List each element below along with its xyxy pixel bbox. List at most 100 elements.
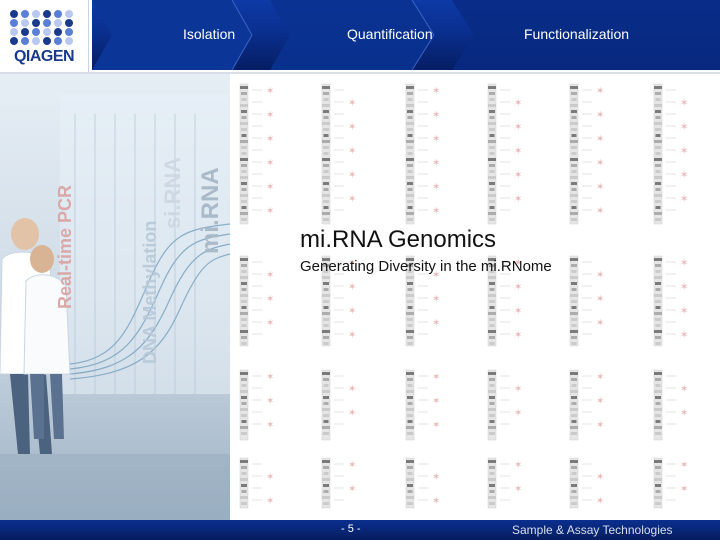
chromosome-cluster: ✶✶ [653, 369, 688, 441]
chromosome-cluster: ✶ ✶ ✶ ✶ ✶ ✶ [569, 83, 604, 225]
overlay-word-dna-methylation: DNA Methylation [140, 220, 160, 364]
lab-photo-illustration [0, 94, 235, 520]
pink-star-mark: ✶ [514, 258, 522, 269]
chromosome-cluster: ✶ ✶ ✶ ✶ ✶ ✶ [405, 83, 440, 225]
pink-star-mark: ✶ [514, 408, 522, 419]
pink-star-mark: ✶ [432, 158, 440, 169]
process-band [92, 0, 720, 70]
logo-dot [65, 28, 73, 36]
chromosome-cluster: ✶ ✶ ✶ [405, 255, 440, 347]
pink-star-mark: ✶ [348, 98, 356, 109]
pink-star-mark: ✶ [348, 258, 356, 269]
pink-star-mark: ✶ [514, 460, 522, 471]
step-isolation: Isolation [183, 26, 236, 42]
band-arrows [92, 0, 720, 70]
page-number: - 5 - [341, 523, 361, 535]
logo-dot [43, 19, 51, 27]
pink-star-mark: ✶ [596, 182, 604, 193]
chromosome-cluster: ✶✶ [487, 369, 522, 441]
pink-star-mark: ✶ [680, 408, 688, 419]
pink-star-mark: ✶ [266, 294, 274, 305]
chromosome-cluster: ✶ ✶ ✶ ✶ ✶ ✶ [239, 83, 274, 225]
logo-dot [32, 10, 40, 18]
logo-dot [54, 37, 62, 45]
pink-star-mark: ✶ [514, 146, 522, 157]
qiagen-logo: QIAGEN [0, 0, 89, 74]
pink-star-mark: ✶ [680, 194, 688, 205]
pink-star-mark: ✶ [348, 460, 356, 471]
pink-star-mark: ✶ [348, 330, 356, 341]
pink-star-mark: ✶ [266, 496, 274, 507]
pink-star-mark: ✶ [596, 158, 604, 169]
pink-star-mark: ✶ [432, 206, 440, 217]
chromosome-cluster: ✶✶ [569, 457, 604, 509]
pink-star-mark: ✶ [514, 122, 522, 133]
footer-tagline: Sample & Assay Technologies [512, 523, 673, 537]
chromosome-cluster: ✶ ✶ ✶ [239, 255, 274, 347]
pink-star-mark: ✶ [680, 282, 688, 293]
pink-star-mark: ✶ [680, 460, 688, 471]
pink-star-mark: ✶ [348, 146, 356, 157]
qiagen-dot-grid-icon [10, 10, 76, 45]
pink-star-mark: ✶ [596, 496, 604, 507]
pink-star-mark: ✶ [432, 318, 440, 329]
pink-star-mark: ✶ [596, 134, 604, 145]
overlay-word-mirna: mi.RNA [197, 167, 224, 254]
pink-star-mark: ✶ [596, 472, 604, 483]
karyotype-background: ✶✶✶✶✶✶✶✶✶✶✶✶✶✶✶✶✶✶✶✶✶✶✶✶✶✶✶✶✶✶✶✶✶✶✶✶✶✶✶✶… [230, 74, 720, 520]
logo-dot [21, 28, 29, 36]
pink-star-mark: ✶ [266, 158, 274, 169]
chromosome-cluster: ✶✶ [321, 457, 356, 509]
slide-footer [0, 520, 720, 540]
pink-star-mark: ✶ [432, 110, 440, 121]
logo-dot [10, 37, 18, 45]
pink-star-mark: ✶ [348, 408, 356, 419]
pink-star-mark: ✶ [680, 122, 688, 133]
pink-star-mark: ✶ [514, 484, 522, 495]
pink-star-mark: ✶ [348, 306, 356, 317]
logo-dot [65, 19, 73, 27]
logo-dot [21, 37, 29, 45]
pink-star-mark: ✶ [432, 420, 440, 431]
pink-star-mark: ✶ [514, 384, 522, 395]
chromosome-cluster: ✶✶ [405, 457, 440, 509]
pink-star-mark: ✶ [680, 170, 688, 181]
chromosome-cluster: ✶ ✶ ✶ ✶ [487, 255, 522, 347]
pink-star-mark: ✶ [266, 396, 274, 407]
pink-star-mark: ✶ [680, 484, 688, 495]
overlay-word-sirna: si.RNA [160, 156, 185, 229]
pink-star-mark: ✶ [266, 318, 274, 329]
chromosome-cluster: ✶ ✶ ✶ [405, 369, 440, 441]
chromosome-cluster: ✶✶ [487, 457, 522, 509]
logo-text: QIAGEN [13, 48, 75, 65]
logo-dot [10, 28, 18, 36]
pink-star-mark: ✶ [596, 270, 604, 281]
pink-star-mark: ✶ [432, 86, 440, 97]
pink-star-mark: ✶ [514, 330, 522, 341]
pink-star-mark: ✶ [680, 384, 688, 395]
logo-dot [32, 19, 40, 27]
chromosome-cluster: ✶ ✶ ✶ ✶ [321, 255, 356, 347]
overlay-word-real-time-pcr: Real-time PCR [55, 184, 75, 309]
pink-star-mark: ✶ [680, 306, 688, 317]
pink-star-mark: ✶ [348, 282, 356, 293]
pink-star-mark: ✶ [432, 134, 440, 145]
logo-dot [54, 28, 62, 36]
pink-star-mark: ✶ [266, 110, 274, 121]
slide-subtitle: Generating Diversity in the mi.RNome [300, 258, 552, 275]
pink-star-mark: ✶ [596, 206, 604, 217]
pink-star-mark: ✶ [596, 372, 604, 383]
chromosome-cluster: ✶ ✶ ✶ [239, 369, 274, 441]
chromosome-cluster: ✶ ✶ ✶ ✶ [653, 255, 688, 347]
pink-star-mark: ✶ [432, 472, 440, 483]
pink-star-mark: ✶ [348, 122, 356, 133]
pink-star-mark: ✶ [596, 294, 604, 305]
pink-star-mark: ✶ [514, 98, 522, 109]
slide-title: mi.RNA Genomics [300, 226, 497, 253]
logo-dot [54, 10, 62, 18]
pink-star-mark: ✶ [432, 270, 440, 281]
logo-dot [65, 10, 73, 18]
pink-star-mark: ✶ [266, 270, 274, 281]
pink-star-mark: ✶ [432, 396, 440, 407]
pink-star-mark: ✶ [596, 420, 604, 431]
